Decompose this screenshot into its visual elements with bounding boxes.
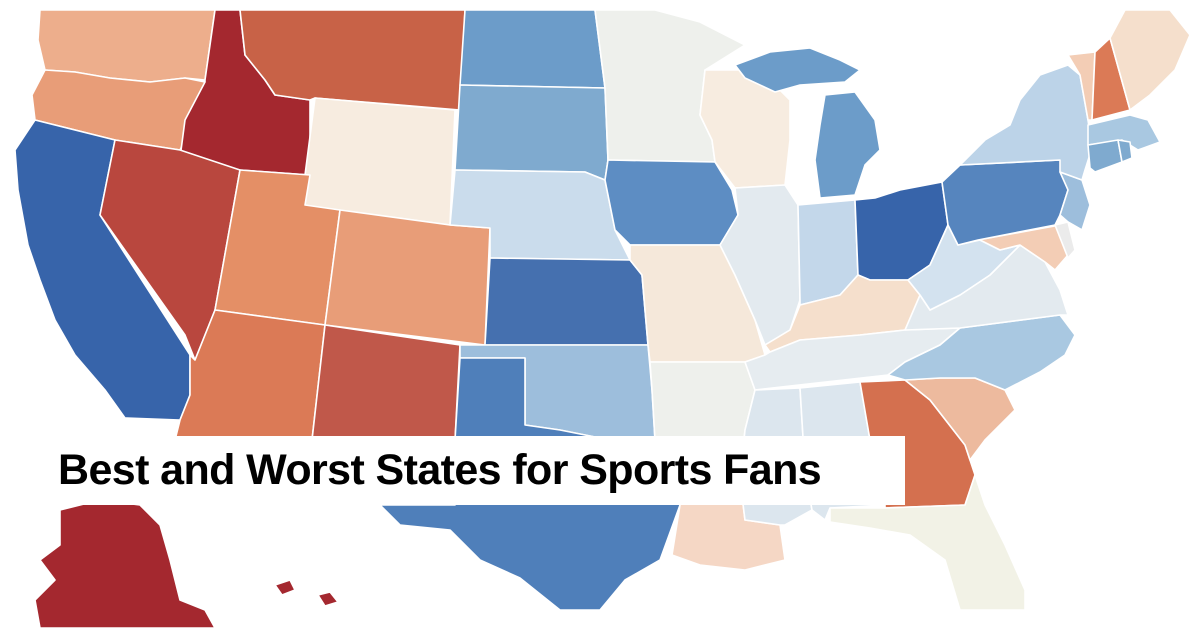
state-delaware[interactable] xyxy=(1054,221,1076,259)
state-michigan-upper[interactable] xyxy=(734,47,861,93)
state-new-mexico[interactable] xyxy=(311,324,461,441)
state-alaska[interactable] xyxy=(34,499,216,628)
state-alaska-island-b[interactable] xyxy=(317,591,339,607)
state-north-carolina[interactable] xyxy=(887,314,1076,391)
state-wyoming[interactable] xyxy=(299,97,456,226)
state-california[interactable] xyxy=(14,119,191,421)
state-vermont[interactable] xyxy=(1067,51,1096,121)
state-north-dakota[interactable] xyxy=(459,9,606,89)
state-michigan-lower[interactable] xyxy=(814,91,881,199)
page-title: Best and Worst States for Sports Fans xyxy=(58,446,822,494)
state-kansas[interactable] xyxy=(484,257,649,346)
state-iowa[interactable] xyxy=(604,159,739,246)
state-south-dakota[interactable] xyxy=(454,84,609,181)
title-banner: Best and Worst States for Sports Fans xyxy=(38,436,905,505)
state-connecticut[interactable] xyxy=(1087,139,1123,173)
state-alaska-island-a[interactable] xyxy=(274,579,296,596)
state-new-jersey[interactable] xyxy=(1059,171,1091,231)
state-florida[interactable] xyxy=(829,474,1026,611)
state-rhode-island[interactable] xyxy=(1117,139,1133,163)
state-maine[interactable] xyxy=(1109,9,1191,111)
state-colorado[interactable] xyxy=(324,209,491,346)
